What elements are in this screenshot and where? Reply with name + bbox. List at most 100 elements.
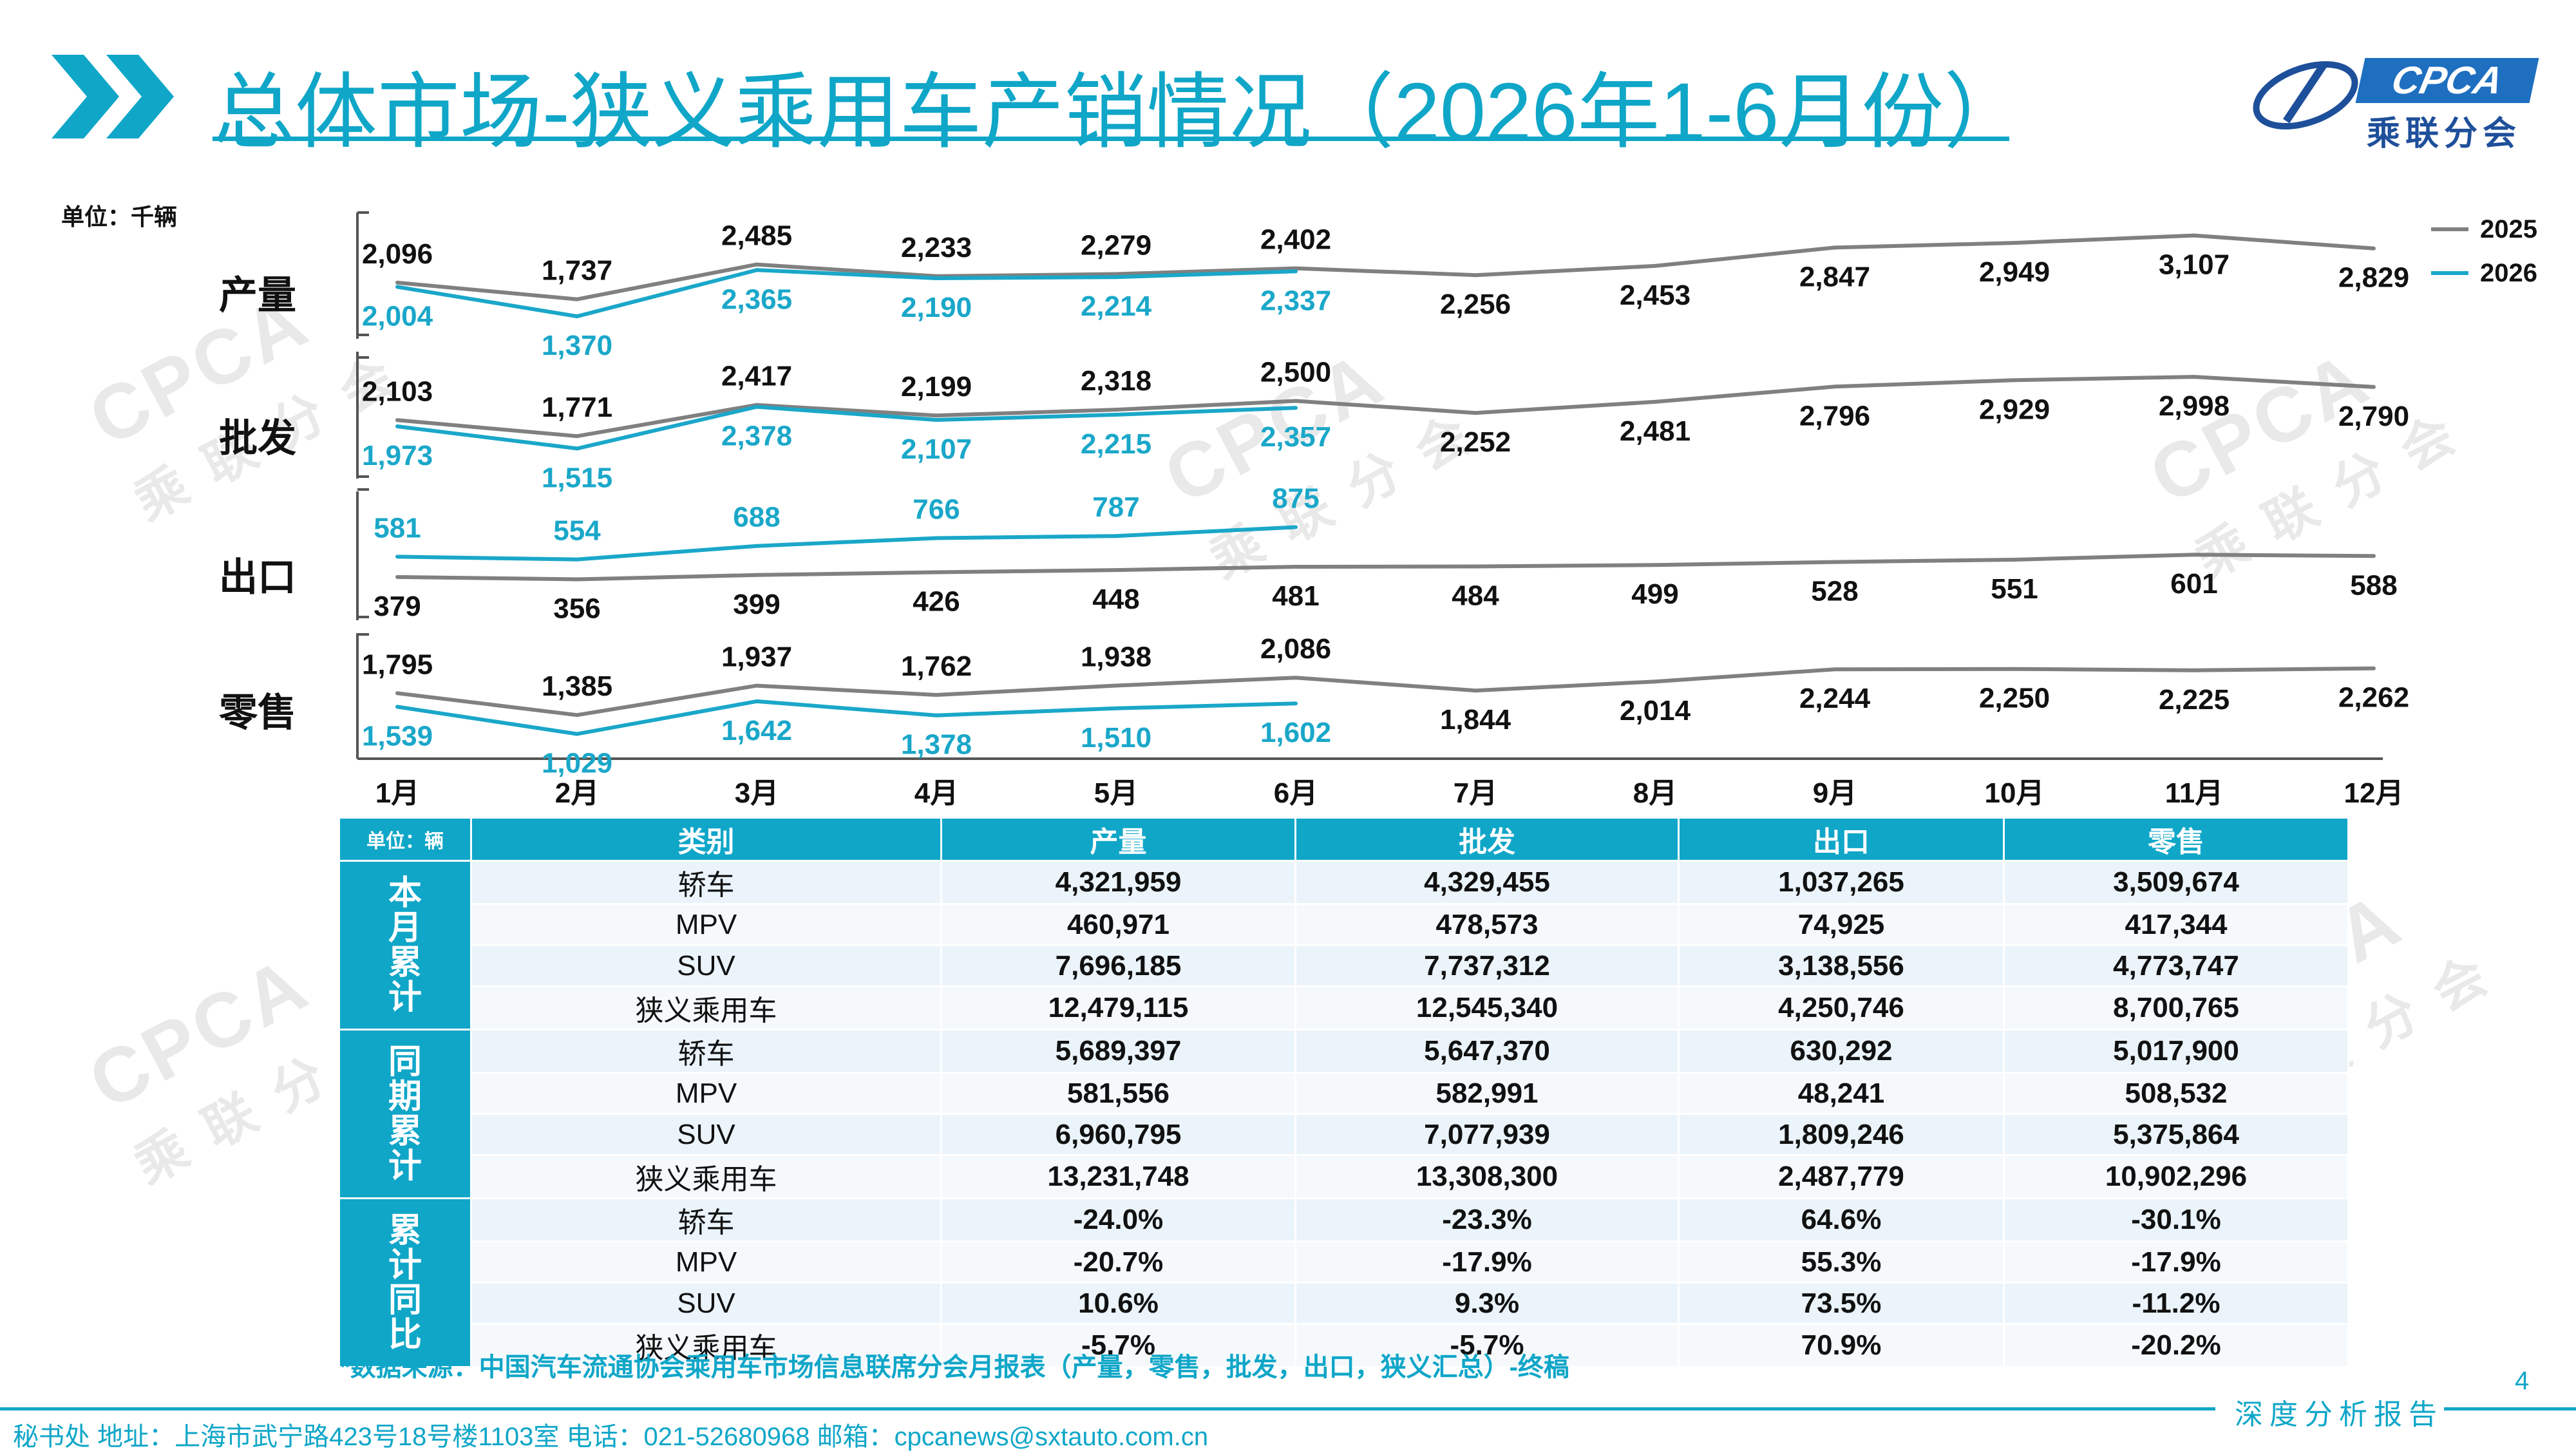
data-point <box>934 536 938 540</box>
table-row: MPV 460,971 478,573 74,925 417,344 <box>339 903 2349 946</box>
value-cell: -20.7% <box>940 1240 1296 1284</box>
page-title: 总体市场-狭义乘用车产销情况（2026年1-6月份） <box>213 66 2027 158</box>
x-tick-label: 10月 <box>1985 777 2045 809</box>
data-label: 2,318 <box>1081 365 1151 397</box>
table-row: 本月累计轿车 4,321,959 4,329,455 1,037,265 3,509,6… <box>338 860 2349 1030</box>
data-point <box>575 732 579 736</box>
data-point <box>575 297 579 301</box>
data-label: 1,642 <box>721 715 792 746</box>
data-label: 1,539 <box>362 720 433 752</box>
data-point <box>2372 666 2376 670</box>
data-label: 379 <box>374 591 421 622</box>
data-point <box>755 262 759 267</box>
series-line-2025 <box>397 233 2374 301</box>
data-point <box>934 570 938 575</box>
data-point <box>1473 273 1477 278</box>
category-cell: 狭义乘用车 <box>470 1154 942 1199</box>
group-label: 累计同比 <box>338 1197 472 1368</box>
data-label: 2,337 <box>1260 285 1331 316</box>
data-point <box>2192 233 2196 238</box>
data-label: 2,500 <box>1260 357 1331 388</box>
data-point <box>934 713 938 717</box>
value-cell: -5.7% <box>940 1323 1296 1368</box>
value-cell: 12,479,115 <box>940 985 1296 1030</box>
data-point <box>2012 378 2016 383</box>
data-label: 1,771 <box>542 392 612 423</box>
footer-tag: 深度分析报告 <box>2235 1398 2443 1431</box>
value-cell: 74,925 <box>1678 903 2005 946</box>
data-point <box>575 314 579 319</box>
x-tick-label: 9月 <box>1813 777 1857 809</box>
series-line-2025 <box>397 553 2374 582</box>
table-row: 累计同比轿车 -24.0% -23.3% 64.6% -30.1% <box>338 1197 2349 1368</box>
data-point <box>2192 375 2196 379</box>
value-cell: 5,375,864 <box>2003 1113 2349 1156</box>
legend-swatch <box>2431 271 2468 275</box>
data-point <box>755 573 759 577</box>
group-label: 本月累计 <box>338 860 472 1030</box>
data-label: 2,365 <box>721 283 792 315</box>
data-label: 481 <box>1272 580 1319 612</box>
value-cell: 73.5% <box>1678 1282 2005 1325</box>
value-cell: 3,138,556 <box>1678 944 2005 987</box>
data-label: 1,029 <box>542 748 612 779</box>
data-point <box>2012 667 2016 671</box>
table-unit-header: 单位：辆 <box>338 817 472 862</box>
value-cell: 5,689,397 <box>940 1029 1296 1074</box>
data-point <box>2012 558 2016 562</box>
series-line-2025 <box>397 375 2374 439</box>
value-cell: 630,292 <box>1678 1029 2005 1074</box>
panel-label-export: 出口 <box>219 556 296 599</box>
value-cell: 460,971 <box>940 903 1296 946</box>
data-label: 399 <box>733 589 780 620</box>
data-point <box>395 575 399 579</box>
data-label: 448 <box>1092 584 1139 615</box>
data-point <box>1294 399 1298 403</box>
data-label: 484 <box>1452 580 1499 611</box>
series-line-2026 <box>397 404 1296 451</box>
category-cell: 轿车 <box>470 1197 942 1242</box>
data-label: 1,378 <box>901 729 972 761</box>
value-cell: 4,329,455 <box>1294 860 1680 905</box>
data-point <box>1833 667 1837 672</box>
data-label: 2,998 <box>2159 390 2230 422</box>
x-tick-label: 4月 <box>914 777 958 809</box>
table-row: 狭义乘用车 13,231,748 13,308,300 2,487,779 10,902… <box>339 1154 2349 1199</box>
data-label: 2,256 <box>1440 289 1511 320</box>
title-underline <box>213 137 2009 141</box>
data-point <box>1294 564 1298 569</box>
x-tick-label: 7月 <box>1454 777 1497 809</box>
data-label: 2,453 <box>1620 280 1690 311</box>
cpca-logo-cn: 乘联分会 <box>2367 115 2522 153</box>
data-point <box>395 691 399 696</box>
value-cell: 3,509,674 <box>2003 860 2349 905</box>
series-line-2025 <box>397 666 2374 717</box>
value-cell: -17.9% <box>1294 1240 1680 1284</box>
category-cell: 狭义乘用车 <box>470 985 942 1030</box>
category-cell: 轿车 <box>470 860 942 905</box>
data-point <box>755 404 759 409</box>
data-point <box>1114 568 1118 573</box>
data-point <box>2012 241 2016 245</box>
data-point <box>1114 412 1118 417</box>
data-label: 2,103 <box>362 375 433 407</box>
data-label: 688 <box>733 502 780 533</box>
column-header: 产量 <box>940 817 1296 862</box>
data-point <box>755 544 759 548</box>
data-point <box>1114 408 1118 412</box>
data-label: 2,199 <box>901 371 972 403</box>
data-point <box>1473 689 1477 693</box>
data-point <box>395 705 399 709</box>
table-row: 狭义乘用车 12,479,115 12,545,340 4,250,746 8,700,… <box>339 985 2349 1030</box>
value-cell: -17.9% <box>2003 1240 2349 1284</box>
data-point <box>1653 399 1657 404</box>
data-point <box>575 577 579 582</box>
legend-item: 2025 <box>2431 207 2537 251</box>
data-label: 2,929 <box>1979 394 2050 425</box>
data-label: 2,847 <box>1799 261 1870 292</box>
footer-rule <box>2444 1407 2576 1410</box>
category-cell: 狭义乘用车 <box>470 1323 942 1368</box>
value-cell: 581,556 <box>940 1072 1296 1115</box>
value-cell: 70.9% <box>1678 1323 2005 1368</box>
table-row: 同期累计轿车 5,689,397 5,647,370 630,292 5,017,900 <box>338 1029 2349 1199</box>
